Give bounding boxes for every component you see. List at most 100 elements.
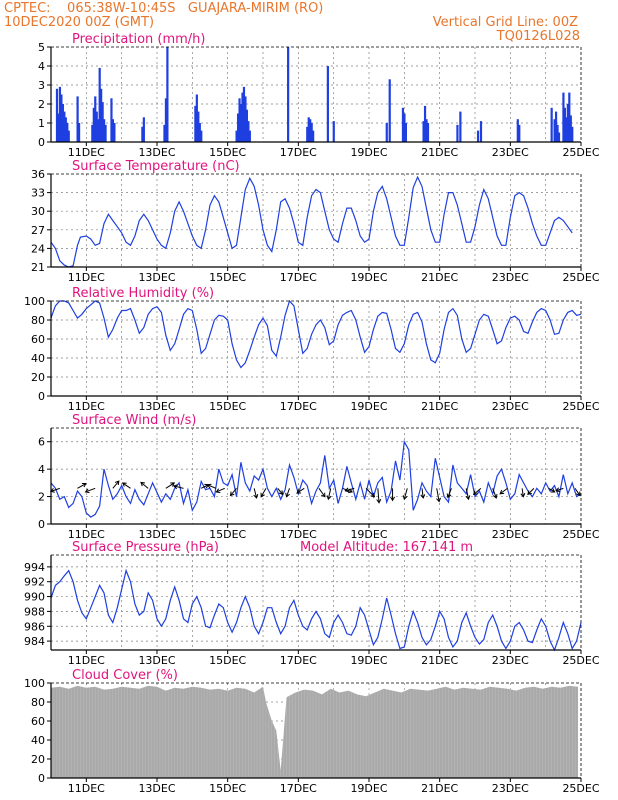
- wind-vector: [327, 488, 332, 500]
- precip-bar: [426, 123, 430, 142]
- precip-bar: [113, 123, 116, 142]
- wind-vector: [318, 488, 326, 498]
- wind-vector: [447, 488, 452, 498]
- x-tick-label: 23DEC: [492, 400, 529, 413]
- wind-arrowhead: [344, 487, 350, 493]
- panel-5: 0 20 40 60 80 100 11DEC 13DEC 15DEC 17DEC 19DEC 21D…: [24, 668, 600, 795]
- x-tick-label: 21DEC: [421, 782, 458, 795]
- x-tick-label: 25DEC: [562, 400, 599, 413]
- wind-vector: [173, 485, 184, 489]
- wind-arrowhead: [121, 482, 127, 487]
- x-tick-label: 19DEC: [350, 528, 387, 541]
- wind-arrowhead: [326, 495, 332, 501]
- wind-arrowhead: [215, 488, 221, 493]
- precip-bar: [98, 67, 101, 142]
- wind-arrowhead: [260, 492, 265, 498]
- y-tick-label: 60: [31, 715, 45, 728]
- x-tick-label: 19DEC: [350, 146, 387, 159]
- precip-bar: [97, 119, 100, 142]
- precip-bar: [198, 123, 201, 142]
- wind-vector: [85, 487, 96, 493]
- x-tick-label: 11DEC: [68, 528, 105, 541]
- y-tick-label: 984: [24, 635, 45, 648]
- wind-vector: [230, 488, 237, 496]
- wind-vector: [436, 488, 440, 502]
- x-tick-label: 23DEC: [492, 528, 529, 541]
- wind-arrowhead: [576, 491, 581, 497]
- precip-bar: [60, 94, 63, 142]
- header-run-date: 10DEC2020 00Z (GMT): [4, 15, 154, 30]
- y-tick-label: 988: [24, 605, 45, 618]
- precip-bar: [554, 111, 558, 142]
- wind-arrowhead: [492, 493, 498, 499]
- precip-bar: [141, 126, 144, 142]
- y-tick-label: 4: [38, 60, 45, 73]
- precip-bar: [142, 117, 145, 142]
- wind-arrowhead: [465, 495, 471, 501]
- wind-arrowhead: [499, 489, 505, 495]
- wind-vector: [216, 487, 225, 493]
- x-tick-label: 15DEC: [209, 271, 246, 284]
- precip-bar: [103, 119, 106, 142]
- y-tick-label: 0: [38, 772, 45, 785]
- wind-vector: [499, 487, 508, 495]
- precip-bar: [476, 130, 480, 142]
- precip-bar: [61, 104, 64, 142]
- precip-bar: [550, 107, 553, 142]
- x-tick-label: 11DEC: [68, 654, 105, 667]
- wind-vector: [112, 480, 120, 489]
- x-tick-label: 25DEC: [562, 528, 599, 541]
- y-tick-label: 2: [38, 491, 45, 504]
- x-tick-label: 13DEC: [138, 782, 175, 795]
- precip-bar: [200, 130, 203, 142]
- y-tick-label: 80: [31, 314, 45, 327]
- wind-arrowhead: [370, 492, 376, 498]
- y-tick-label: 60: [31, 333, 45, 346]
- header-model-code: TQ0126L028: [496, 29, 580, 44]
- precip-bar: [104, 124, 107, 142]
- x-tick-label: 13DEC: [138, 400, 175, 413]
- precip-bar: [404, 123, 408, 142]
- wind-vector: [122, 482, 131, 489]
- precip-bar: [385, 123, 388, 142]
- x-tick-label: 15DEC: [209, 654, 246, 667]
- x-tick-label: 11DEC: [68, 146, 105, 159]
- series-line: [50, 175, 573, 268]
- x-tick-label: 21DEC: [421, 146, 458, 159]
- precip-bar: [239, 104, 243, 142]
- precip-bar: [58, 86, 62, 142]
- x-tick-label: 23DEC: [492, 654, 529, 667]
- plot-area: [51, 301, 581, 396]
- wind-vector: [77, 483, 87, 489]
- precip-bar: [197, 111, 200, 142]
- precip-bar: [556, 124, 559, 142]
- wind-vector: [465, 488, 470, 500]
- precip-bar: [92, 107, 95, 142]
- plot-area: [51, 174, 581, 267]
- precip-bar: [164, 98, 168, 142]
- y-tick-label: 80: [31, 696, 45, 709]
- precip-bar: [100, 88, 103, 142]
- wind-vector: [296, 487, 305, 494]
- precip-bar: [326, 66, 329, 142]
- precip-bar: [566, 104, 569, 142]
- precip-bar: [101, 102, 104, 142]
- y-tick-label: 990: [24, 591, 45, 604]
- x-tick-label: 19DEC: [350, 400, 387, 413]
- x-tick-label: 17DEC: [280, 782, 317, 795]
- wind-vector: [521, 488, 524, 497]
- precip-bar: [310, 123, 313, 142]
- precip-bar: [403, 113, 406, 142]
- wind-vector: [277, 488, 283, 495]
- precip-bar: [111, 119, 115, 142]
- precip-bar: [568, 92, 571, 142]
- x-tick-label: 11DEC: [68, 782, 105, 795]
- wind-arrowhead: [376, 498, 382, 504]
- precip-bar: [194, 105, 197, 142]
- x-tick-label: 11DEC: [68, 400, 105, 413]
- precip-bar: [401, 107, 405, 142]
- y-tick-label: 2: [38, 98, 45, 111]
- x-tick-label: 21DEC: [421, 528, 458, 541]
- precip-bar: [332, 121, 335, 142]
- x-tick-label: 19DEC: [350, 782, 387, 795]
